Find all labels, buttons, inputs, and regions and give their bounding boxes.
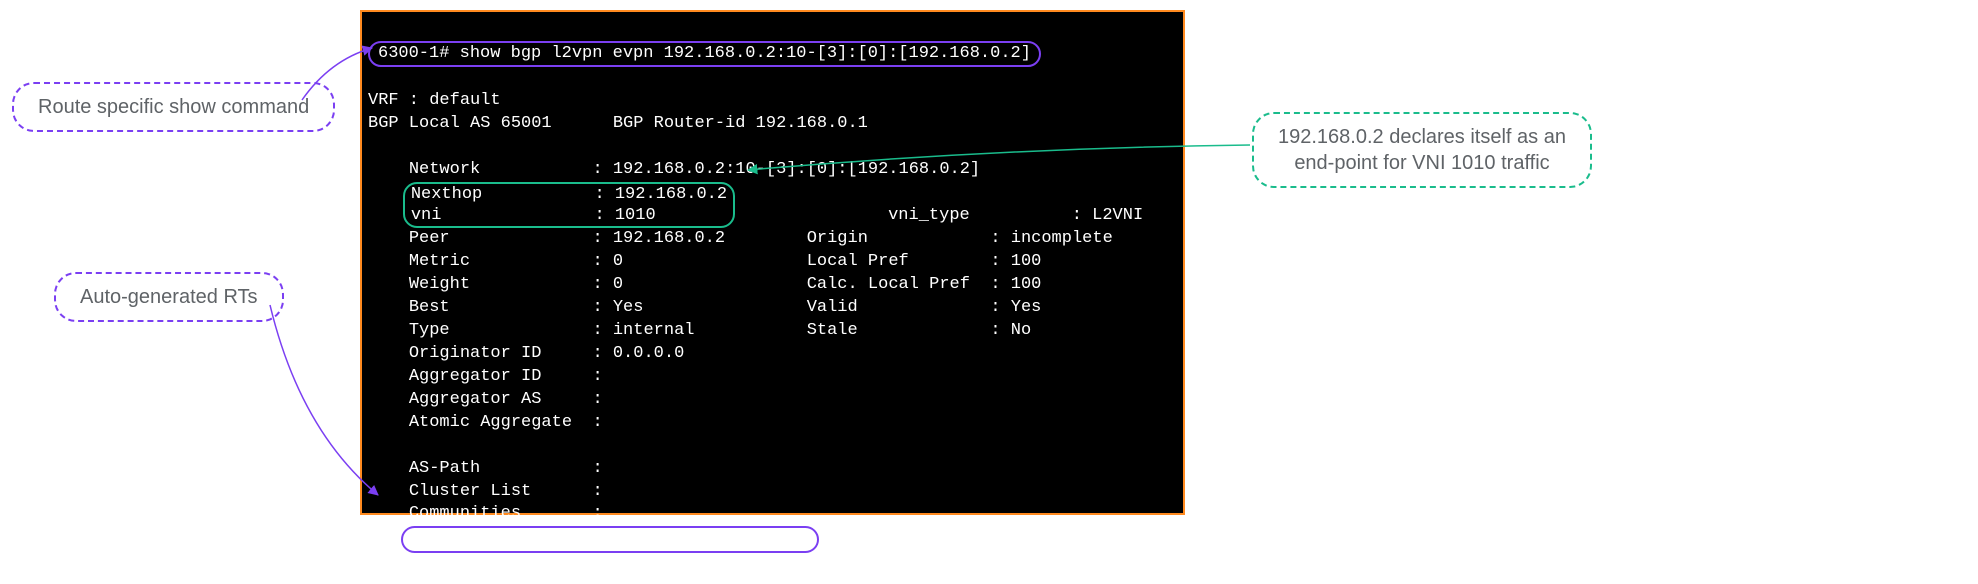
row-cluster-list: Cluster List : bbox=[409, 482, 603, 501]
prompt: 6300-1# bbox=[378, 44, 460, 63]
callout-route-command: Route specific show command bbox=[12, 82, 335, 132]
ext-communities-highlight: Ext-Communities : RT: 65001:268436466 bbox=[401, 526, 819, 552]
terminal-window: 6300-1# show bgp l2vpn evpn 192.168.0.2:… bbox=[360, 10, 1185, 515]
row-metric: Metric : 0 Local Pref : 100 bbox=[409, 252, 1042, 271]
row-peer: Peer : 192.168.0.2 Origin : incomplete bbox=[409, 229, 1113, 248]
row-originator: Originator ID : 0.0.0.0 bbox=[409, 344, 684, 363]
row-communities: Communities : bbox=[409, 504, 603, 523]
callout-auto-rt-text: Auto-generated RTs bbox=[80, 286, 258, 308]
row-type: Type : internal Stale : No bbox=[409, 321, 1031, 340]
row-vni-r: vni_type : L2VNI bbox=[888, 205, 1143, 228]
nexthop-vni-highlight: Nexthop : 192.168.0.2 vni : 1010 bbox=[403, 182, 735, 229]
command-text: show bgp l2vpn evpn 192.168.0.2:10-[3]:[… bbox=[460, 44, 1031, 63]
callout-vni-declare-line2: end-point for VNI 1010 traffic bbox=[1294, 152, 1549, 174]
row-weight: Weight : 0 Calc. Local Pref : 100 bbox=[409, 275, 1042, 294]
row-aggregator-id: Aggregator ID : bbox=[409, 367, 603, 386]
row-aggregator-as: Aggregator AS : bbox=[409, 390, 603, 409]
row-as-path: AS-Path : bbox=[409, 459, 603, 478]
callout-auto-rt: Auto-generated RTs bbox=[54, 272, 284, 322]
callout-vni-declare-line1: 192.168.0.2 declares itself as an bbox=[1278, 126, 1566, 148]
vrf-line: VRF : default bbox=[368, 91, 501, 110]
row-atomic-aggregate: Atomic Aggregate : bbox=[409, 413, 603, 432]
callout-vni-declare: 192.168.0.2 declares itself as an end-po… bbox=[1252, 112, 1592, 188]
row-best: Best : Yes Valid : Yes bbox=[409, 298, 1042, 317]
as-line: BGP Local AS 65001 BGP Router-id 192.168… bbox=[368, 114, 868, 133]
callout-route-command-text: Route specific show command bbox=[38, 96, 309, 118]
command-highlight: 6300-1# show bgp l2vpn evpn 192.168.0.2:… bbox=[368, 41, 1041, 67]
row-network: Network : 192.168.0.2:10-[3]:[0]:[192.16… bbox=[409, 160, 980, 179]
